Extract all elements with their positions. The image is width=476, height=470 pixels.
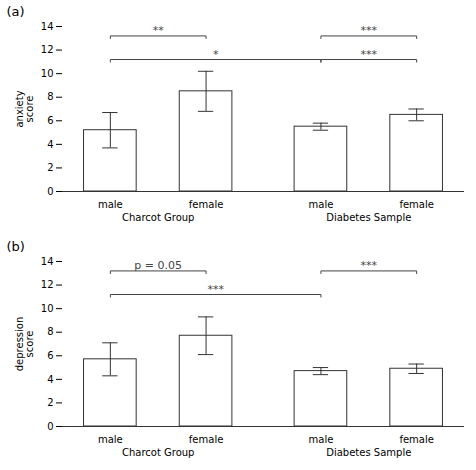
svg-text:male: male xyxy=(309,199,334,210)
svg-text:depressionscore: depressionscore xyxy=(14,317,35,372)
svg-text:4: 4 xyxy=(47,139,53,150)
svg-text:8: 8 xyxy=(47,91,53,102)
svg-text:10: 10 xyxy=(41,303,54,314)
svg-text:female: female xyxy=(399,199,433,210)
svg-text:0: 0 xyxy=(47,186,53,197)
svg-text:(a): (a) xyxy=(7,4,25,19)
svg-text:**: ** xyxy=(153,24,165,37)
svg-text:2: 2 xyxy=(47,162,53,173)
svg-text:female: female xyxy=(399,434,433,445)
svg-text:4: 4 xyxy=(47,374,53,385)
svg-text:*: * xyxy=(213,48,219,61)
svg-text:14: 14 xyxy=(41,256,54,267)
svg-text:male: male xyxy=(309,434,334,445)
svg-text:Diabetes Sample: Diabetes Sample xyxy=(326,212,411,223)
svg-text:***: *** xyxy=(207,283,224,296)
svg-text:(b): (b) xyxy=(7,239,25,254)
svg-text:***: *** xyxy=(361,48,378,61)
svg-text:Diabetes Sample: Diabetes Sample xyxy=(326,447,411,458)
svg-text:female: female xyxy=(189,434,223,445)
svg-text:anxietyscore: anxietyscore xyxy=(14,90,35,127)
svg-text:12: 12 xyxy=(41,279,54,290)
svg-text:female: female xyxy=(189,199,223,210)
svg-text:male: male xyxy=(98,434,123,445)
svg-text:6: 6 xyxy=(47,115,53,126)
svg-text:Charcot Group: Charcot Group xyxy=(122,447,195,458)
svg-text:8: 8 xyxy=(47,326,53,337)
svg-text:12: 12 xyxy=(41,44,54,55)
svg-text:male: male xyxy=(98,199,123,210)
svg-text:6: 6 xyxy=(47,350,53,361)
svg-text:***: *** xyxy=(361,24,378,37)
svg-text:***: *** xyxy=(361,259,378,272)
svg-text:10: 10 xyxy=(41,68,54,79)
svg-text:2: 2 xyxy=(47,397,53,408)
svg-text:p = 0.05: p = 0.05 xyxy=(134,259,182,272)
svg-text:14: 14 xyxy=(41,21,54,32)
svg-text:Charcot Group: Charcot Group xyxy=(122,212,195,223)
svg-text:0: 0 xyxy=(47,421,53,432)
